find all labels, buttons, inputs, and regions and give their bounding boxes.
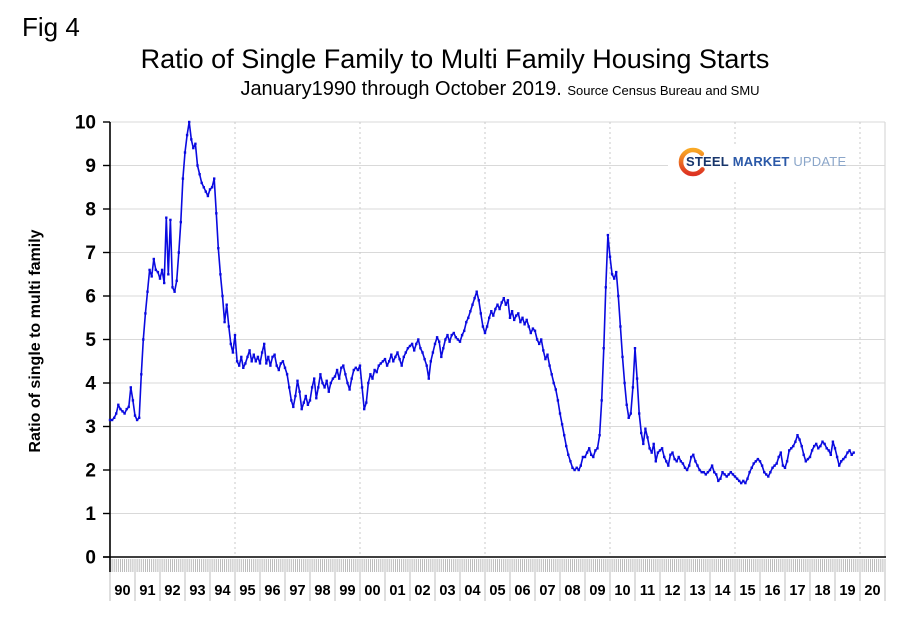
svg-text:07: 07 (539, 583, 555, 599)
svg-text:5: 5 (85, 330, 96, 351)
svg-text:97: 97 (289, 583, 305, 599)
y-axis-tick-labels: 0 1 2 3 4 5 6 7 8 9 10 (75, 113, 97, 569)
logo-word-market: MARKET (732, 154, 790, 169)
chart-subtitle-range: January1990 through October 2019. (240, 78, 562, 100)
svg-text:02: 02 (414, 583, 430, 599)
chart-subtitle: January1990 through October 2019. Source… (100, 78, 900, 101)
svg-text:90: 90 (114, 583, 130, 599)
svg-text:01: 01 (389, 583, 405, 599)
gridlines (110, 121, 886, 557)
svg-text:92: 92 (164, 583, 180, 599)
ratio-line-series (108, 120, 855, 485)
svg-text:0: 0 (85, 548, 96, 569)
svg-text:99: 99 (339, 583, 355, 599)
month-tick-band (109, 559, 886, 572)
svg-text:8: 8 (85, 200, 96, 221)
svg-text:1: 1 (85, 504, 96, 525)
svg-text:04: 04 (464, 583, 480, 599)
svg-text:16: 16 (764, 583, 780, 599)
svg-text:15: 15 (739, 583, 755, 599)
svg-text:18: 18 (814, 583, 830, 599)
figure-number: Fig 4 (22, 12, 80, 42)
logo-word-steel: STEEL (686, 154, 729, 169)
chart-source-note: Source Census Bureau and SMU (567, 83, 760, 98)
chart-title: Ratio of Single Family to Multi Family H… (140, 44, 770, 74)
svg-text:12: 12 (664, 583, 680, 599)
axes (103, 121, 886, 572)
svg-text:10: 10 (75, 113, 96, 134)
svg-text:2: 2 (85, 461, 96, 482)
svg-text:10: 10 (614, 583, 630, 599)
svg-text:9: 9 (85, 156, 96, 177)
svg-text:6: 6 (85, 287, 96, 308)
x-axis-year-labels: 90 91 92 93 94 95 96 97 98 99 00 01 02 03 04 05 06 07 08 09… (114, 583, 880, 599)
svg-text:05: 05 (489, 583, 505, 599)
svg-text:03: 03 (439, 583, 455, 599)
svg-text:96: 96 (264, 583, 280, 599)
svg-text:93: 93 (189, 583, 205, 599)
logo-word-update: UPDATE (793, 154, 847, 169)
svg-text:17: 17 (789, 583, 805, 599)
logo-swoosh-icon (678, 147, 708, 177)
svg-text:00: 00 (364, 583, 380, 599)
logo-wordmark: STEEL MARKET UPDATE (686, 154, 846, 169)
svg-text:14: 14 (714, 583, 730, 599)
svg-text:98: 98 (314, 583, 330, 599)
svg-text:3: 3 (85, 417, 96, 438)
svg-text:7: 7 (85, 243, 96, 264)
svg-text:20: 20 (864, 583, 880, 599)
svg-text:11: 11 (640, 583, 655, 599)
svg-text:08: 08 (564, 583, 580, 599)
svg-text:4: 4 (85, 374, 96, 395)
svg-text:13: 13 (689, 583, 705, 599)
steel-market-update-logo: STEEL MARKET UPDATE (668, 144, 846, 180)
svg-text:94: 94 (214, 583, 230, 599)
svg-text:95: 95 (239, 583, 255, 599)
svg-text:91: 91 (139, 583, 155, 599)
svg-text:06: 06 (514, 583, 530, 599)
svg-text:09: 09 (589, 583, 605, 599)
year-separators (109, 559, 886, 601)
svg-text:19: 19 (839, 583, 855, 599)
